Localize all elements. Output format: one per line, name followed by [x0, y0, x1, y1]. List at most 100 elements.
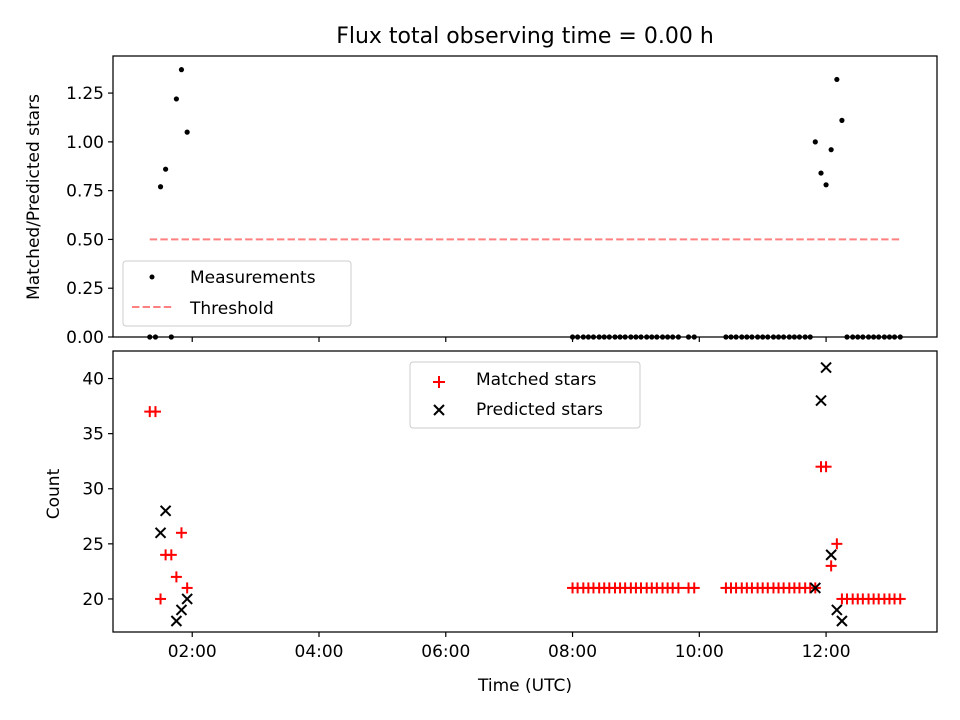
- bottom-y-tick-label: 25: [82, 535, 104, 555]
- measurements-point: [871, 334, 877, 340]
- top-y-tick-label: 0.25: [66, 279, 104, 299]
- legend-threshold-label: Threshold: [189, 299, 274, 319]
- bottom-y-tick-label: 35: [82, 425, 104, 445]
- measurements-point: [760, 334, 766, 340]
- top-y-tick-label: 1.25: [66, 84, 104, 104]
- measurements-point: [633, 334, 639, 340]
- measurements-point: [654, 334, 660, 340]
- measurements-point: [675, 334, 681, 340]
- top-y-axis-label: Matched/Predicted stars: [24, 94, 44, 300]
- measurements-point: [590, 334, 597, 340]
- bottom-plot-frame: [112, 350, 938, 633]
- measurements-point: [749, 334, 755, 340]
- bottom-y-axis-label: Count: [44, 468, 64, 519]
- predicted-stars-point: [809, 582, 822, 594]
- predicted-stars-point: [154, 527, 167, 539]
- measurements-point: [775, 334, 782, 340]
- measurements-point: [644, 334, 650, 340]
- legend-measurements-marker: [149, 274, 155, 280]
- matched-stars-point: [688, 582, 700, 594]
- matched-stars-point: [155, 593, 167, 605]
- measurements-point: [163, 166, 169, 172]
- measurements-point: [860, 334, 866, 340]
- predicted-stars-point: [820, 361, 832, 374]
- measurements-point: [606, 334, 612, 340]
- matched-stars-point: [170, 571, 182, 583]
- measurements-point: [612, 334, 618, 340]
- bottom-x-tick-label: 10:00: [675, 642, 724, 662]
- bottom-x-tick-label: 04:00: [295, 642, 344, 662]
- top-plot-frame: [112, 55, 938, 338]
- measurements-point: [765, 334, 771, 340]
- top-panel: Flux total observing time = 0.00 h Match…: [24, 24, 938, 348]
- predicted-stars-point: [175, 604, 188, 616]
- bottom-y-tick-label: 30: [82, 480, 104, 500]
- measurements-point: [628, 334, 634, 340]
- bottom-panel: Count Time (UTC) 20 25 30 35 40 02:00 04:00 06…: [44, 350, 938, 696]
- measurements-point: [744, 334, 750, 340]
- measurements-point: [739, 334, 745, 340]
- top-y-tick-label: 1.00: [66, 133, 104, 153]
- measurements-point: [881, 334, 887, 340]
- measurements-point: [886, 334, 893, 340]
- legend-matched-label: Matched stars: [476, 370, 596, 390]
- measurements-point: [839, 117, 845, 123]
- measurements-point: [850, 334, 856, 340]
- measurements-point: [575, 334, 581, 340]
- measurements-point: [649, 334, 655, 340]
- measurements-point: [152, 334, 159, 340]
- predicted-stars-point: [815, 394, 827, 407]
- measurements-point: [622, 334, 628, 340]
- measurements-point: [569, 334, 576, 340]
- measurements-point: [685, 334, 692, 340]
- bottom-x-tick-label: 06:00: [421, 642, 470, 662]
- x-axis-label: Time (UTC): [477, 676, 572, 696]
- measurements-point: [891, 334, 898, 340]
- measurements-point: [585, 334, 591, 340]
- measurements-point: [812, 139, 818, 145]
- top-y-tick-label: 0.50: [66, 230, 104, 250]
- matched-stars-point: [175, 527, 187, 539]
- measurements-point: [670, 334, 676, 340]
- predicted-stars-point: [181, 593, 193, 605]
- matched-stars-point: [181, 582, 193, 594]
- measurements-point: [855, 334, 861, 340]
- measurements-point: [807, 334, 813, 340]
- measurements-point: [601, 334, 607, 340]
- legend-matched-marker: [433, 376, 445, 388]
- top-legend-box: [122, 260, 352, 327]
- measurements-point: [818, 170, 824, 176]
- bottom-x-tick-label: 02:00: [168, 642, 217, 662]
- top-legend: Measurements Threshold: [122, 260, 352, 327]
- measurements-point: [173, 96, 179, 102]
- measurements-point: [665, 334, 671, 340]
- measurements-point: [733, 334, 739, 340]
- top-y-tick-label: 0.75: [66, 182, 104, 202]
- matched-stars-point: [149, 406, 161, 418]
- measurements-point: [876, 334, 882, 340]
- measurements-point: [834, 76, 840, 83]
- measurements-point: [781, 334, 787, 340]
- matched-stars-point: [820, 461, 832, 473]
- legend-predicted-marker: [433, 404, 445, 416]
- measurements-point: [184, 129, 190, 135]
- measurements-point: [157, 184, 164, 190]
- measurements-point: [786, 334, 792, 340]
- measurements-point: [178, 67, 185, 73]
- bottom-y-tick-label: 20: [82, 590, 104, 610]
- matched-stars-point: [672, 582, 684, 594]
- matched-stars-point: [831, 538, 843, 550]
- predicted-stars-point: [836, 615, 848, 627]
- measurements-point: [723, 334, 729, 340]
- measurements-point: [147, 334, 153, 340]
- bottom-legend: Matched stars Predicted stars: [409, 361, 641, 429]
- measurements-point: [755, 334, 761, 340]
- measurements-point: [897, 334, 903, 340]
- measurements-point: [802, 334, 808, 340]
- bottom-x-tick-label: 08:00: [548, 642, 597, 662]
- matched-stars-point: [894, 593, 906, 605]
- measurements-point: [691, 334, 697, 340]
- bottom-x-tick-label: 12:00: [802, 642, 851, 662]
